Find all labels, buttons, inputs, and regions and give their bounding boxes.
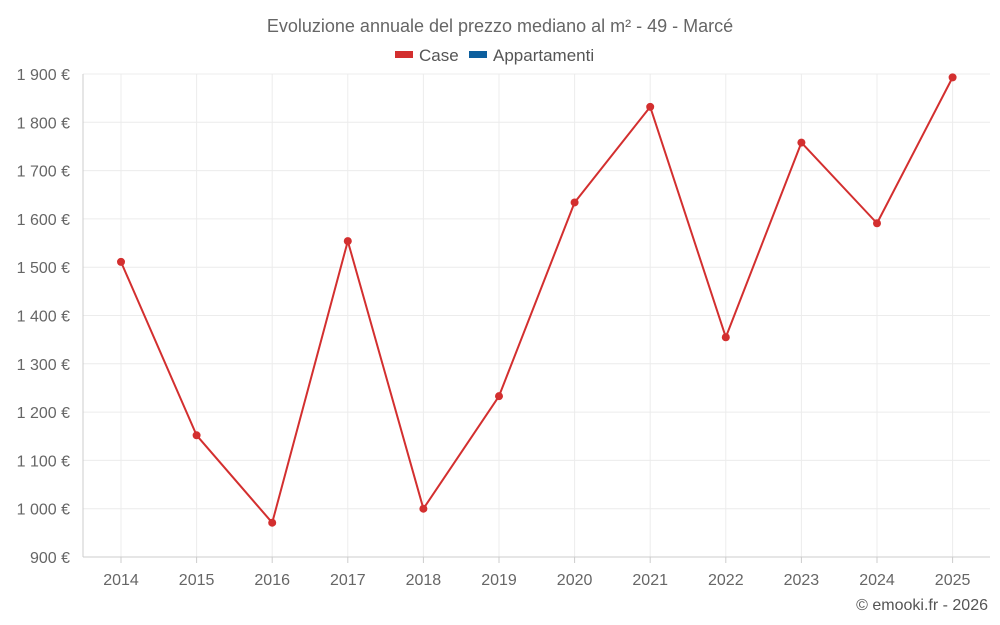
grid	[83, 73, 990, 557]
data-point[interactable]	[117, 257, 125, 266]
data-point[interactable]	[873, 219, 881, 228]
x-tick-label: 2022	[708, 572, 744, 589]
legend: Case Appartamenti	[395, 46, 594, 65]
x-axis-ticks: 2014 2015 2016 2017 2018 2019 2020 2021 2022 2023…	[103, 572, 970, 589]
data-point[interactable]	[570, 198, 579, 207]
y-tick-label: 1 500 €	[17, 260, 70, 277]
x-tick-label: 2025	[935, 572, 971, 589]
x-tick-label: 2019	[481, 572, 517, 589]
data-point[interactable]	[419, 504, 428, 513]
series-line-case	[120, 76, 954, 524]
x-tick-label: 2023	[784, 572, 820, 589]
y-tick-label: 1 600 €	[17, 212, 70, 229]
y-tick-label: 1 000 €	[17, 502, 70, 519]
legend-swatch-case	[395, 51, 413, 58]
x-tick-label: 2016	[254, 572, 290, 589]
x-tick-label: 2018	[406, 572, 442, 589]
x-tick-label: 2014	[103, 572, 139, 589]
y-tick-label: 1 400 €	[17, 309, 70, 326]
legend-label-appartamenti: Appartamenti	[493, 46, 594, 65]
data-point[interactable]	[343, 237, 352, 246]
chart-title: Evoluzione annuale del prezzo mediano al…	[267, 16, 733, 36]
data-point[interactable]	[797, 138, 806, 147]
credit-text: © emooki.fr - 2026	[856, 597, 988, 614]
data-point[interactable]	[192, 431, 201, 440]
y-tick-label: 1 300 €	[17, 357, 70, 374]
data-point[interactable]	[646, 102, 655, 111]
y-tick-label: 1 800 €	[17, 115, 70, 132]
y-tick-label: 1 200 €	[17, 405, 70, 422]
x-tick-label: 2021	[632, 572, 668, 589]
legend-swatch-appartamenti	[469, 51, 487, 58]
legend-item-case[interactable]: Case	[395, 46, 459, 65]
data-point[interactable]	[721, 333, 730, 342]
y-tick-label: 900 €	[30, 550, 70, 567]
x-tick-label: 2024	[859, 572, 895, 589]
y-tick-label: 1 100 €	[17, 453, 70, 470]
data-point[interactable]	[495, 392, 503, 401]
series-case	[117, 73, 957, 527]
data-point[interactable]	[948, 73, 957, 82]
x-tick-label: 2015	[179, 572, 215, 589]
axes	[82, 74, 990, 563]
data-point[interactable]	[268, 518, 277, 527]
legend-item-appartamenti[interactable]: Appartamenti	[469, 46, 594, 65]
y-axis-ticks: 900 € 1 000 € 1 100 € 1 200 € 1 300 € 1 400 €…	[17, 67, 70, 567]
legend-label-case: Case	[419, 46, 459, 65]
x-tick-label: 2017	[330, 572, 366, 589]
y-tick-label: 1 900 €	[17, 67, 70, 84]
x-tick-label: 2020	[557, 572, 593, 589]
y-tick-label: 1 700 €	[17, 164, 70, 181]
